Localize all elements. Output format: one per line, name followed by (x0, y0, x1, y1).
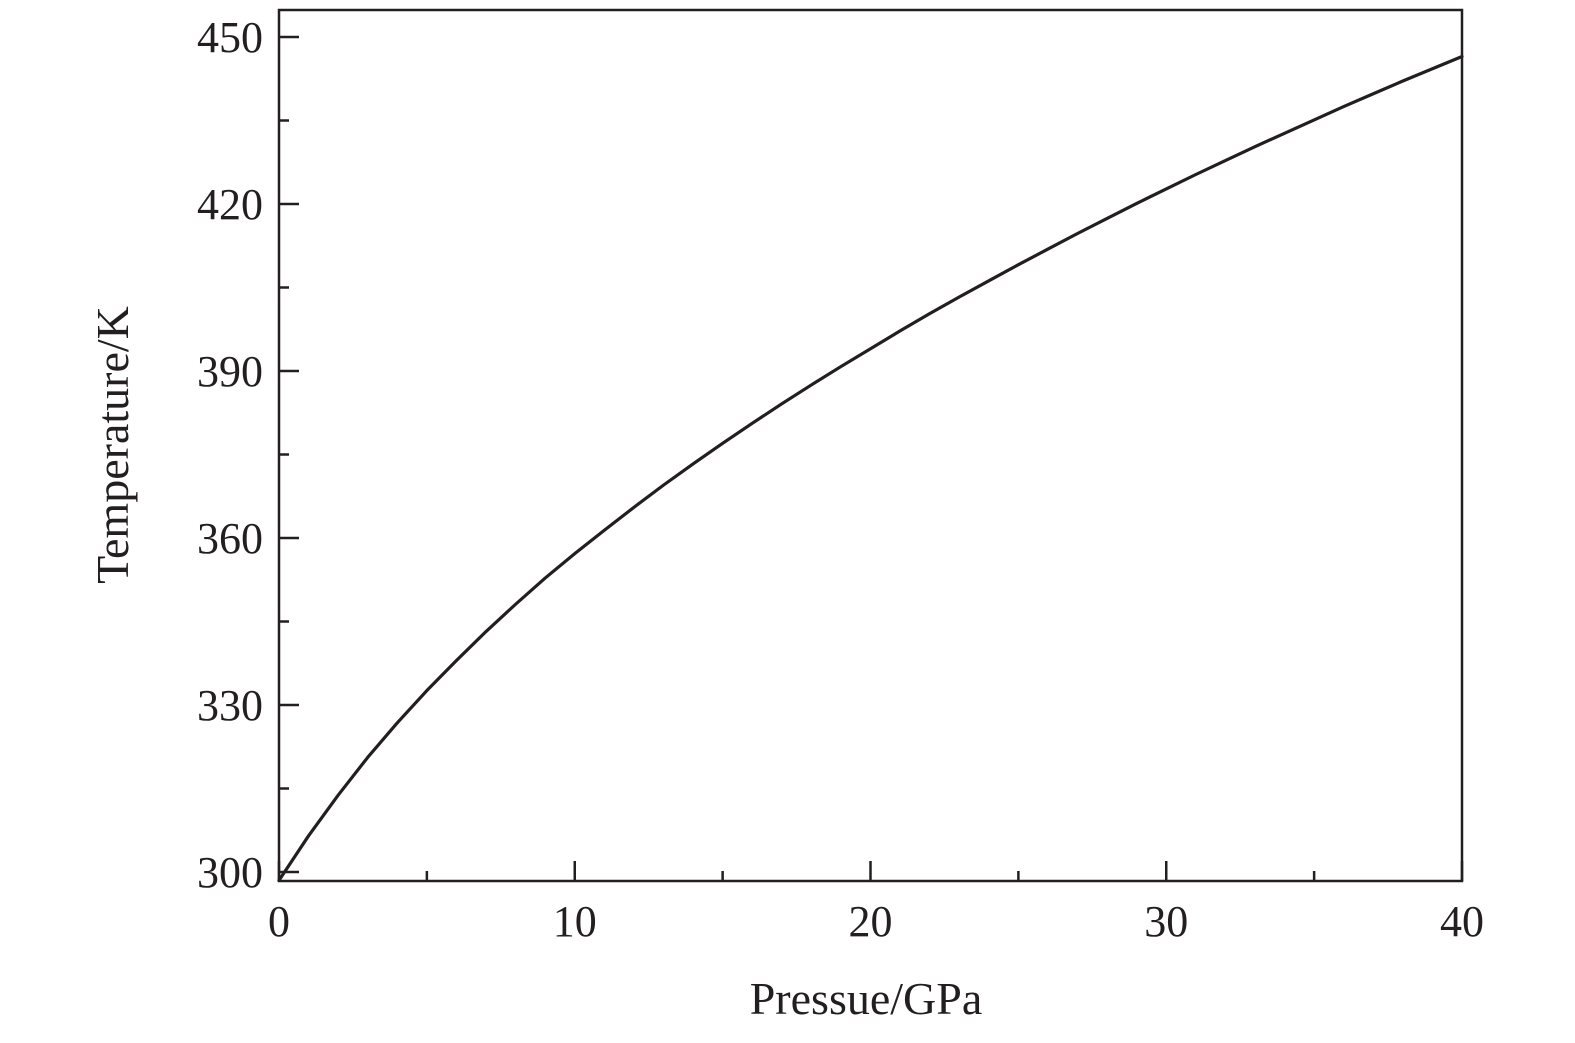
y-tick-label: 420 (197, 180, 263, 229)
x-tick-label: 10 (553, 897, 597, 946)
x-tick-label: 20 (849, 897, 893, 946)
plot-frame (277, 8, 1464, 883)
y-tick-label: 330 (197, 681, 263, 730)
y-axis-title: Temperature/K (87, 306, 138, 584)
y-tick-label: 300 (197, 848, 263, 897)
y-tick-label: 390 (197, 347, 263, 396)
temperature-curve (277, 54, 1464, 882)
x-tick-label: 0 (268, 897, 290, 946)
x-axis-title: Pressue/GPa (750, 973, 983, 1024)
x-tick-label: 40 (1440, 897, 1484, 946)
y-tick-label: 360 (197, 514, 263, 563)
x-tick-label: 30 (1144, 897, 1188, 946)
y-tick-label: 450 (197, 13, 263, 62)
